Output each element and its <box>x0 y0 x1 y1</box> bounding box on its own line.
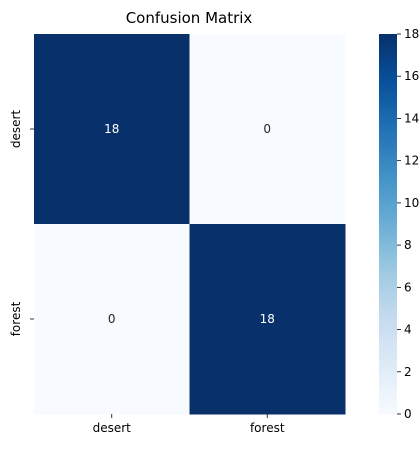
colorbar-tick-label: 2 <box>404 365 412 379</box>
x-axis: desert forest <box>93 414 285 435</box>
heatmap-cell-desert-forest <box>189 34 346 225</box>
x-tick-label: desert <box>93 421 132 435</box>
colorbar <box>379 34 397 414</box>
cell-annotations: 18 0 0 18 <box>104 122 275 326</box>
colorbar-tick-label: 18 <box>404 27 419 41</box>
y-axis: desert forest <box>9 110 34 336</box>
y-tick-label: forest <box>9 301 23 336</box>
cell-value-label: 0 <box>263 122 271 136</box>
heatmap-cell-desert-desert <box>34 34 190 225</box>
cell-value-label: 0 <box>108 312 116 326</box>
chart-title: Confusion Matrix <box>126 9 253 27</box>
colorbar-tick-label: 0 <box>404 407 412 421</box>
colorbar-tick-label: 12 <box>404 154 419 168</box>
colorbar-tick-label: 10 <box>404 196 419 210</box>
colorbar-axis: 0 2 4 6 8 10 12 14 16 18 <box>397 27 419 421</box>
y-tick-label: desert <box>9 110 23 149</box>
colorbar-tick-label: 4 <box>404 323 412 337</box>
colorbar-tick-label: 14 <box>404 111 419 125</box>
heatmap-cell-forest-forest <box>189 224 346 415</box>
heatmap-cells <box>34 34 346 415</box>
heatmap-cell-forest-desert <box>34 224 190 415</box>
cell-value-label: 18 <box>260 312 275 326</box>
colorbar-tick-label: 16 <box>404 69 419 83</box>
colorbar-tick-label: 6 <box>404 280 412 294</box>
cell-value-label: 18 <box>104 122 119 136</box>
x-tick-label: forest <box>250 421 285 435</box>
colorbar-tick-label: 8 <box>404 238 412 252</box>
